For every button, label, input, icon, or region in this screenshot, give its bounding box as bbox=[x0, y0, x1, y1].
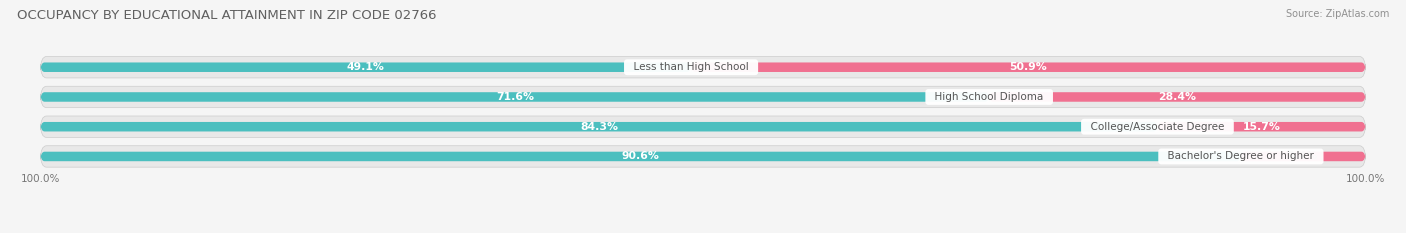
Text: 9.4%: 9.4% bbox=[1288, 151, 1319, 161]
FancyBboxPatch shape bbox=[41, 62, 692, 72]
FancyBboxPatch shape bbox=[41, 152, 1241, 161]
Text: 100.0%: 100.0% bbox=[1346, 174, 1385, 184]
Text: 28.4%: 28.4% bbox=[1159, 92, 1197, 102]
FancyBboxPatch shape bbox=[41, 122, 1157, 131]
FancyBboxPatch shape bbox=[41, 92, 990, 102]
Text: High School Diploma: High School Diploma bbox=[928, 92, 1050, 102]
Text: 90.6%: 90.6% bbox=[621, 151, 659, 161]
FancyBboxPatch shape bbox=[41, 116, 1365, 137]
Text: 50.9%: 50.9% bbox=[1010, 62, 1047, 72]
Text: 15.7%: 15.7% bbox=[1243, 122, 1281, 132]
FancyBboxPatch shape bbox=[692, 62, 1365, 72]
Text: 84.3%: 84.3% bbox=[581, 122, 619, 132]
Legend: Owner-occupied, Renter-occupied: Owner-occupied, Renter-occupied bbox=[583, 230, 823, 233]
FancyBboxPatch shape bbox=[41, 57, 1365, 78]
Text: 71.6%: 71.6% bbox=[496, 92, 534, 102]
Text: Less than High School: Less than High School bbox=[627, 62, 755, 72]
FancyBboxPatch shape bbox=[41, 86, 1365, 108]
FancyBboxPatch shape bbox=[1241, 152, 1365, 161]
Text: 49.1%: 49.1% bbox=[347, 62, 385, 72]
Text: 100.0%: 100.0% bbox=[21, 174, 60, 184]
Text: College/Associate Degree: College/Associate Degree bbox=[1084, 122, 1230, 132]
Text: Bachelor's Degree or higher: Bachelor's Degree or higher bbox=[1161, 151, 1320, 161]
FancyBboxPatch shape bbox=[990, 92, 1365, 102]
Text: Source: ZipAtlas.com: Source: ZipAtlas.com bbox=[1285, 9, 1389, 19]
FancyBboxPatch shape bbox=[41, 146, 1365, 167]
Text: OCCUPANCY BY EDUCATIONAL ATTAINMENT IN ZIP CODE 02766: OCCUPANCY BY EDUCATIONAL ATTAINMENT IN Z… bbox=[17, 9, 436, 22]
FancyBboxPatch shape bbox=[1157, 122, 1365, 131]
